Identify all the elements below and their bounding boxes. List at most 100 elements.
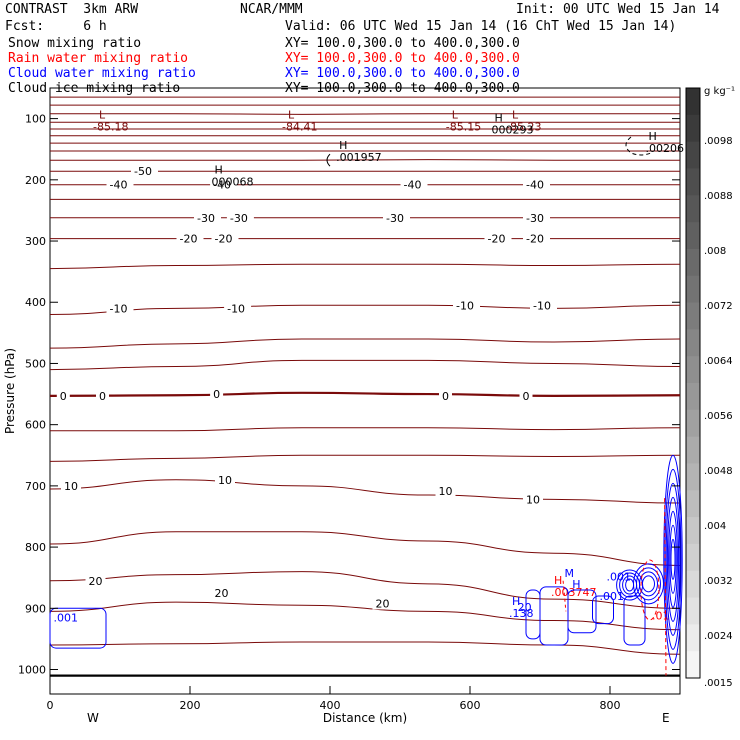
high-value: .001957 <box>336 151 382 164</box>
cloud-water-contour <box>668 510 678 608</box>
colorbar-segment <box>686 88 700 116</box>
colorbar-segment <box>686 141 700 169</box>
contour-label-bg <box>224 302 252 315</box>
high-value: .00206 <box>646 142 685 155</box>
header-left2: Fcst: 6 h <box>5 19 107 34</box>
y-tick-label: 800 <box>25 541 46 554</box>
contour-label-bg <box>210 388 224 401</box>
contour-label-bg <box>400 178 428 191</box>
temperature-contour <box>49 391 681 397</box>
high-value: 000068 <box>212 176 254 189</box>
colorbar-segment <box>686 195 700 223</box>
y-tick-label: 500 <box>25 357 46 370</box>
contour-label-bg <box>96 389 109 402</box>
colorbar-segment <box>686 383 700 411</box>
contour-label-bg <box>176 232 204 245</box>
high-value: 000293 <box>492 124 534 137</box>
misc-label: .001 <box>600 590 625 603</box>
temperature-label: 10 <box>218 474 232 487</box>
temperature-label: -20 <box>488 233 506 246</box>
temperature-label: 0 <box>60 390 67 403</box>
contour-label-bg <box>523 211 550 224</box>
cloud-ice-contour <box>326 153 331 167</box>
contour-label-bg <box>523 493 543 506</box>
cloud-water-contour <box>670 538 676 580</box>
high-marker: H <box>649 130 657 143</box>
contour-label-bg <box>519 389 533 402</box>
contour-label-bg <box>211 232 239 245</box>
header-init: Init: 00 UTC Wed 15 Jan 14 <box>516 2 720 17</box>
field-name-snow: Snow mixing ratio <box>8 36 142 51</box>
colorbar-label: .0072 <box>704 301 733 312</box>
cloud-water-contour <box>49 607 107 649</box>
temperature-label: -10 <box>110 302 128 315</box>
low-marker: L <box>99 108 106 121</box>
colorbar-segment <box>686 543 700 572</box>
y-tick-label: 600 <box>25 419 46 432</box>
contour-label-bg <box>106 302 134 315</box>
colorbar-label: .0032 <box>704 576 733 587</box>
high-marker: H <box>339 139 347 152</box>
high-value: .003747 <box>551 586 597 599</box>
temperature-label: 0 <box>213 388 220 401</box>
temperature-contour <box>50 113 680 115</box>
high-marker: H <box>215 164 223 177</box>
contour-label-bg <box>226 211 254 224</box>
x-tick-label: 200 <box>180 699 201 712</box>
cloud-water-contour <box>616 569 644 601</box>
colorbar-segment <box>686 356 700 384</box>
contour-label-bg <box>194 211 221 224</box>
plot-frame <box>49 87 681 695</box>
x-tick-label: 800 <box>600 699 621 712</box>
low-marker: L <box>512 108 519 121</box>
temperature-label: -50 <box>134 165 152 178</box>
colorbar-label: .004 <box>704 521 726 532</box>
cloud-water-contour <box>633 563 664 605</box>
y-tick-label: 100 <box>25 113 46 126</box>
colorbar-label: .0048 <box>704 466 733 477</box>
colorbar-segment <box>686 624 700 652</box>
cloud-water-contour <box>567 589 597 634</box>
high-value: .138 <box>509 607 534 620</box>
temperature-contour <box>49 263 681 270</box>
y-tick-label: 300 <box>25 235 46 248</box>
temperature-label: 10 <box>64 480 78 493</box>
temperature-contour <box>49 571 681 609</box>
temperature-label: 0 <box>442 390 449 403</box>
temperature-label: -10 <box>227 302 245 315</box>
cloud-water-contour <box>665 482 681 636</box>
y-tick-label: 400 <box>25 296 46 309</box>
temperature-label: 10 <box>526 493 540 506</box>
contour-label-bg <box>131 165 158 178</box>
colorbar-label: .0024 <box>704 631 733 642</box>
contour-label-bg <box>523 178 550 191</box>
temperature-label: 0 <box>99 390 106 403</box>
low-value: -85.18 <box>93 120 128 133</box>
y-tick-label: 200 <box>25 174 46 187</box>
x-tick-label: 400 <box>320 699 341 712</box>
low-marker: L <box>288 108 295 121</box>
temperature-label: -10 <box>456 299 474 312</box>
temperature-label: 20 <box>376 597 390 610</box>
temperature-label: -30 <box>197 212 215 225</box>
colorbar-label: .0015 <box>704 678 733 689</box>
header-center: NCAR/MMM <box>240 2 303 17</box>
contour-label-bg <box>211 587 232 599</box>
rain-contour <box>562 580 567 612</box>
colorbar-segment <box>686 570 700 599</box>
header-valid: Valid: 06 UTC Wed 15 Jan 14 (16 ChT Wed … <box>285 19 677 34</box>
field-xy-cloud-water: XY= 100.0,300.0 to 400.0,300.0 <box>285 66 520 81</box>
x-axis-title: Distance (km) <box>323 711 407 725</box>
low-value: -85.15 <box>446 120 481 133</box>
contour-label-bg <box>383 211 410 224</box>
temperature-label: -20 <box>526 233 544 246</box>
high-marker: H <box>495 112 503 125</box>
contour-label-bg <box>453 299 480 312</box>
colorbar-segment <box>686 517 700 545</box>
temperature-contour <box>50 427 681 432</box>
cloud-water-contour <box>664 468 682 650</box>
colorbar-segment <box>686 436 700 464</box>
rain-contour <box>640 559 660 621</box>
colorbar-label: .0064 <box>704 356 733 367</box>
